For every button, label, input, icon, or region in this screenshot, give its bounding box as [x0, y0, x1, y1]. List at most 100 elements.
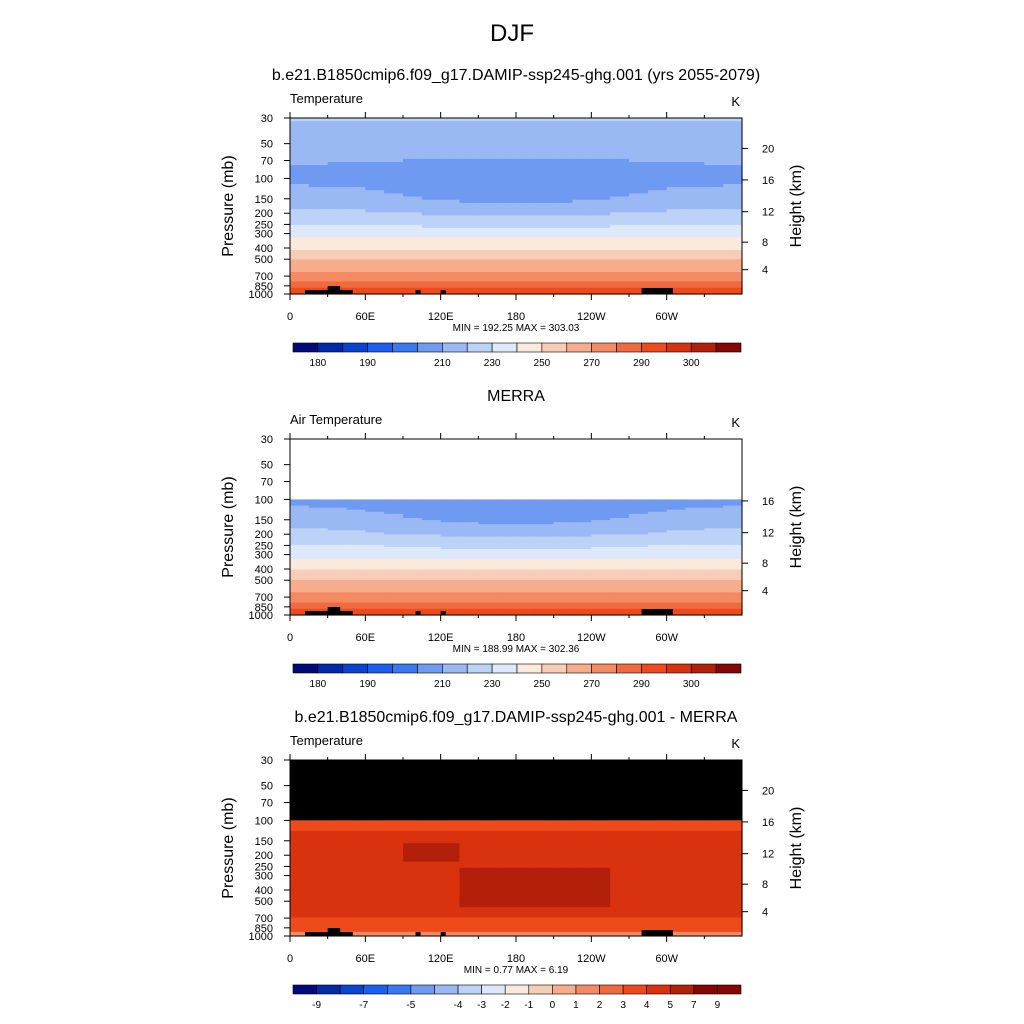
heatmap-cell [610, 130, 630, 135]
heatmap-cell [647, 859, 668, 863]
heatmap-cell [440, 534, 461, 538]
heatmap-cell [516, 569, 536, 573]
heatmap-cell [610, 199, 630, 204]
heatmap-cell [421, 240, 442, 245]
x-tick-label: 0 [287, 632, 293, 644]
heatmap-cell [610, 190, 630, 195]
heatmap-cell [421, 822, 442, 826]
heatmap-cell [384, 913, 404, 916]
heatmap-cell [421, 584, 442, 587]
heatmap-cell [572, 865, 592, 869]
heatmap-cell [290, 130, 310, 135]
heatmap-cell [572, 548, 592, 552]
heatmap-cell [290, 287, 310, 292]
heatmap-cell [647, 143, 668, 147]
heatmap-cell [346, 886, 366, 890]
heatmap-cell [497, 608, 517, 612]
heatmap-cell [704, 530, 724, 534]
heatmap-cell [553, 849, 574, 852]
heatmap-cell [478, 588, 498, 591]
heatmap-cell [308, 180, 329, 185]
heatmap-cell [610, 256, 630, 261]
heatmap-cell [591, 888, 611, 892]
heatmap-cell [534, 902, 555, 906]
heatmap-cell [647, 240, 668, 245]
heatmap-cell [591, 275, 611, 279]
heatmap-cell [308, 162, 329, 166]
heatmap-cell [478, 555, 498, 558]
heatmap-cell [308, 526, 329, 529]
heatmap-cell [723, 888, 743, 892]
heatmap-cell [553, 902, 574, 906]
heatmap-cell [478, 215, 498, 220]
heatmap-cell [403, 534, 423, 538]
heatmap-cell [403, 596, 423, 600]
heatmap-cell [365, 894, 385, 898]
heatmap-cell [647, 130, 668, 135]
heatmap-cell [308, 830, 329, 834]
heatmap-cell [534, 190, 555, 195]
heatmap-cell [327, 212, 348, 217]
heatmap-cell [459, 174, 479, 179]
heatmap-cell [459, 830, 479, 834]
heatmap-cell [497, 551, 517, 554]
heatmap-cell [553, 604, 574, 608]
heatmap-cell [572, 136, 592, 141]
heatmap-cell [723, 557, 743, 560]
heatmap-cell [572, 524, 592, 527]
heatmap-cell [384, 612, 404, 616]
heatmap-cell [497, 902, 517, 906]
heatmap-cell [308, 900, 329, 904]
heatmap-cell [666, 551, 687, 554]
heatmap-cell [666, 608, 687, 612]
heatmap-cell [572, 896, 592, 900]
heatmap-cell [704, 275, 724, 279]
heatmap-cell [534, 522, 555, 525]
heatmap-cell [384, 259, 404, 264]
heatmap-cell [308, 158, 329, 163]
heatmap-cell [384, 905, 404, 908]
heatmap-cell [572, 919, 592, 923]
heatmap-cell [516, 121, 536, 125]
heatmap-cell [327, 509, 348, 513]
heatmap-cell [497, 256, 517, 261]
heatmap-cell [290, 927, 310, 931]
heatmap-cell [704, 272, 724, 276]
heatmap-cell [440, 876, 461, 879]
heatmap-cell [610, 608, 630, 612]
heatmap-cell [497, 542, 517, 546]
heatmap-cell [365, 874, 385, 877]
heatmap-cell [308, 563, 329, 567]
heatmap-cell [610, 847, 630, 850]
heatmap-cell [308, 843, 329, 846]
heatmap-cell [421, 509, 442, 513]
heatmap-cell [516, 878, 536, 881]
heatmap-cell [534, 234, 555, 239]
y-axis-title: Pressure (mb) [220, 476, 237, 577]
heatmap-cell [591, 575, 611, 579]
height-tick-label: 4 [762, 586, 768, 598]
heatmap-cell [440, 190, 461, 195]
heatmap-cell [327, 196, 348, 201]
heatmap-cell [459, 565, 479, 569]
heatmap-cell [384, 275, 404, 279]
heatmap-cell [666, 503, 687, 507]
heatmap-cell [440, 536, 461, 540]
heatmap-cell [440, 136, 461, 141]
heatmap-cell [440, 215, 461, 220]
heatmap-cell [478, 171, 498, 176]
heatmap-cell [290, 584, 310, 587]
heatmap-cell [704, 865, 724, 869]
heatmap-cell [723, 281, 743, 286]
heatmap-cell [534, 187, 555, 191]
heatmap-cell [647, 243, 668, 248]
heatmap-cell [308, 511, 329, 515]
heatmap-cell [290, 828, 310, 832]
heatmap-cell [629, 594, 649, 598]
heatmap-cell [610, 290, 630, 295]
heatmap-cell [440, 272, 461, 276]
heatmap-cell [346, 845, 366, 848]
heatmap-cell [478, 532, 498, 536]
heatmap-cell [723, 155, 743, 160]
heatmap-cell [365, 501, 385, 505]
